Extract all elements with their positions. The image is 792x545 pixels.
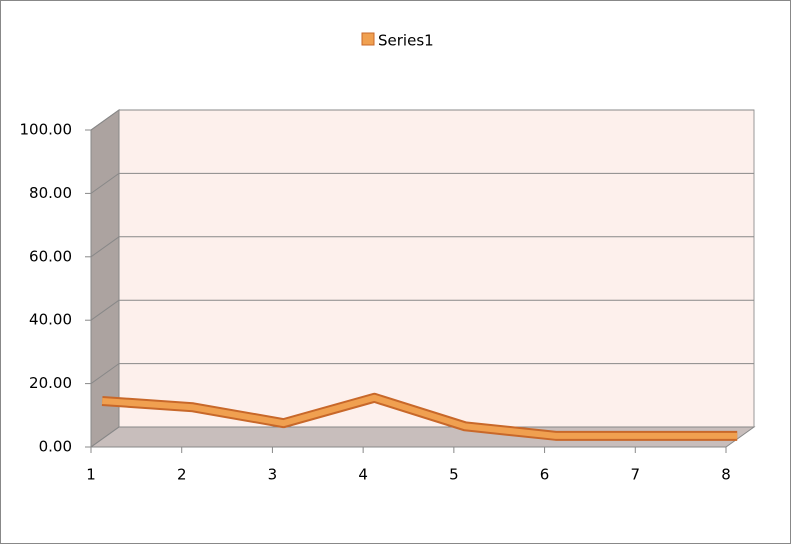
grid-line bbox=[90, 172, 120, 194]
y-tick-label: 0.00 bbox=[39, 438, 72, 456]
y-tick-label: 80.00 bbox=[29, 184, 72, 202]
grid-line bbox=[90, 109, 120, 131]
y-tick-label: 40.00 bbox=[29, 311, 72, 329]
x-tick-label: 6 bbox=[540, 466, 550, 484]
y-tick-label: 60.00 bbox=[29, 247, 72, 265]
x-tick-label: 4 bbox=[358, 466, 368, 484]
x-tick-label: 8 bbox=[721, 466, 731, 484]
y-tick-label: 100.00 bbox=[20, 121, 73, 139]
series-line bbox=[101, 394, 738, 439]
legend-label: Series1 bbox=[378, 32, 434, 50]
grid-line bbox=[90, 236, 120, 258]
x-tick-label: 3 bbox=[268, 466, 278, 484]
x-tick-label: 5 bbox=[449, 466, 459, 484]
grid-line bbox=[90, 426, 120, 448]
grid-line bbox=[90, 363, 120, 385]
grid-line bbox=[90, 299, 120, 321]
x-tick-label: 1 bbox=[86, 466, 96, 484]
y-tick-label: 20.00 bbox=[29, 374, 72, 392]
x-tick-label: 7 bbox=[631, 466, 641, 484]
x-tick-label: 2 bbox=[177, 466, 187, 484]
legend-swatch bbox=[361, 32, 375, 46]
back-wall bbox=[118, 109, 755, 428]
